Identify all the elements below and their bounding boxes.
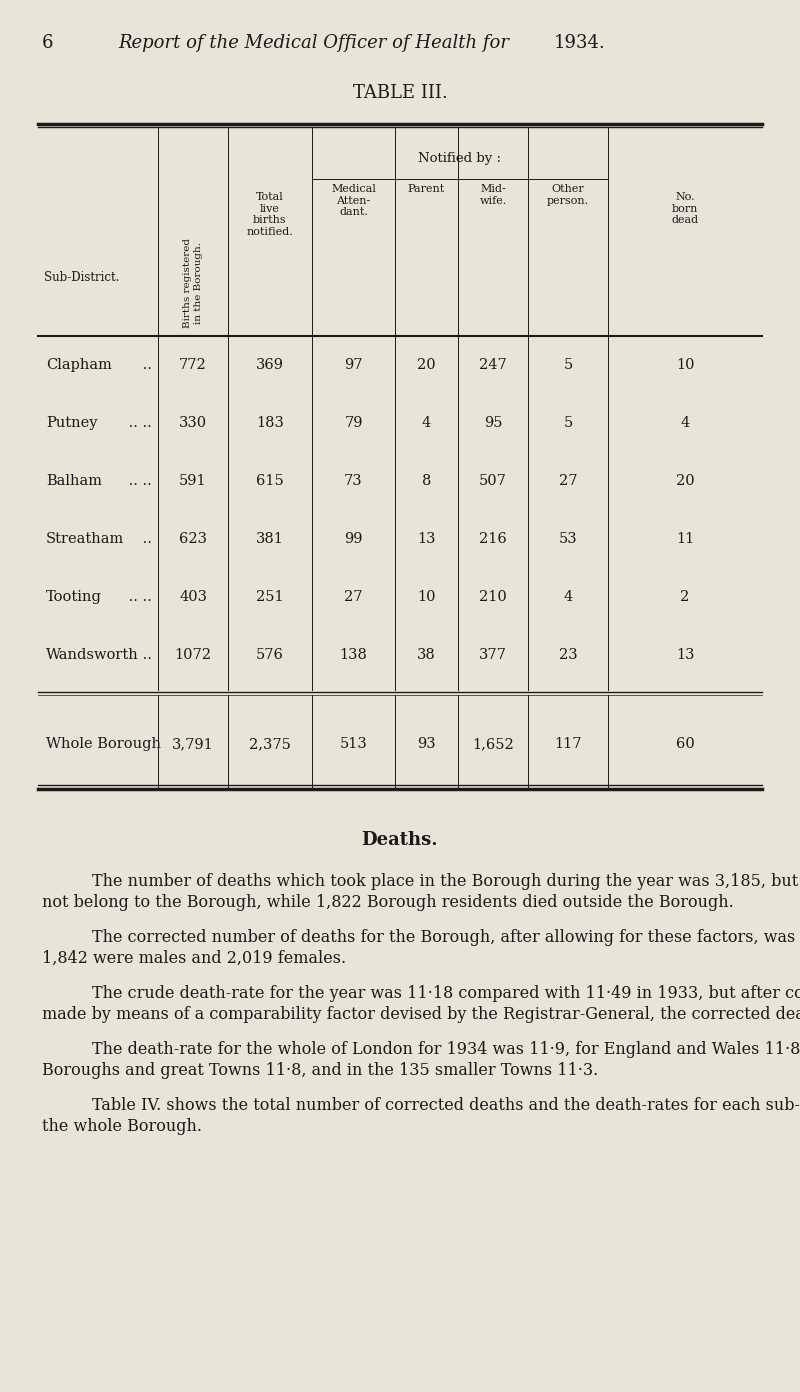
Text: .. ..: .. .. [124, 590, 152, 604]
Text: Balham: Balham [46, 475, 102, 489]
Text: 3,791: 3,791 [172, 736, 214, 752]
Text: 27: 27 [344, 590, 362, 604]
Text: 507: 507 [479, 475, 507, 489]
Text: Births registered
in the Borough.: Births registered in the Borough. [183, 238, 202, 329]
Text: 615: 615 [256, 475, 284, 489]
Text: 330: 330 [179, 416, 207, 430]
Text: The crude death-rate for the year was 11·18 compared with 11·49 in 1933, but aft: The crude death-rate for the year was 11… [92, 986, 800, 1002]
Text: 403: 403 [179, 590, 207, 604]
Text: 10: 10 [676, 358, 694, 372]
Text: Report of the Medical Officer of Health for: Report of the Medical Officer of Health … [118, 33, 514, 52]
Text: 381: 381 [256, 532, 284, 546]
Text: The corrected number of deaths for the Borough, after allowing for these factors: The corrected number of deaths for the B… [92, 928, 800, 947]
Text: 20: 20 [676, 475, 694, 489]
Text: Deaths.: Deaths. [362, 831, 438, 849]
Text: 13: 13 [676, 649, 694, 663]
Text: 576: 576 [256, 649, 284, 663]
Text: 216: 216 [479, 532, 507, 546]
Text: 10: 10 [418, 590, 436, 604]
Text: The death-rate for the whole of London for 1934 was 11·9, for England and Wales : The death-rate for the whole of London f… [92, 1041, 800, 1058]
Text: 93: 93 [417, 736, 436, 752]
Text: ..: .. [138, 358, 152, 372]
Text: Parent: Parent [408, 184, 445, 193]
Text: Sub-District.: Sub-District. [44, 271, 119, 284]
Text: 38: 38 [417, 649, 436, 663]
Text: 1072: 1072 [174, 649, 211, 663]
Text: 4: 4 [563, 590, 573, 604]
Text: 60: 60 [676, 736, 694, 752]
Text: Table IV. shows the total number of corrected deaths and the death-rates for eac: Table IV. shows the total number of corr… [92, 1097, 800, 1114]
Text: made by means of a comparability factor devised by the Registrar-General, the co: made by means of a comparability factor … [42, 1006, 800, 1023]
Text: ..: .. [138, 532, 152, 546]
Text: 5: 5 [563, 358, 573, 372]
Text: 251: 251 [256, 590, 284, 604]
Text: Streatham: Streatham [46, 532, 124, 546]
Text: Medical
Atten-
dant.: Medical Atten- dant. [331, 184, 376, 217]
Text: Wandsworth: Wandsworth [46, 649, 138, 663]
Text: 183: 183 [256, 416, 284, 430]
Text: 2,375: 2,375 [249, 736, 291, 752]
Text: 1,652: 1,652 [472, 736, 514, 752]
Text: Boroughs and great Towns 11·8, and in the 135 smaller Towns 11·3.: Boroughs and great Towns 11·8, and in th… [42, 1062, 598, 1079]
Text: 4: 4 [422, 416, 431, 430]
Text: 79: 79 [344, 416, 362, 430]
Text: 138: 138 [339, 649, 367, 663]
Text: Notified by :: Notified by : [418, 152, 502, 166]
Text: Clapham: Clapham [46, 358, 112, 372]
Text: .. ..: .. .. [124, 416, 152, 430]
Text: 1,842 were males and 2,019 females.: 1,842 were males and 2,019 females. [42, 949, 346, 967]
Text: 369: 369 [256, 358, 284, 372]
Text: Tooting: Tooting [46, 590, 102, 604]
Text: 6: 6 [42, 33, 54, 52]
Text: ..: .. [138, 649, 152, 663]
Text: 623: 623 [179, 532, 207, 546]
Text: Total
live
births
notified.: Total live births notified. [246, 192, 294, 237]
Text: 53: 53 [558, 532, 578, 546]
Text: 95: 95 [484, 416, 502, 430]
Text: 2: 2 [680, 590, 690, 604]
Text: 20: 20 [417, 358, 436, 372]
Text: 23: 23 [558, 649, 578, 663]
Text: 591: 591 [179, 475, 207, 489]
Text: 27: 27 [558, 475, 578, 489]
Text: 513: 513 [340, 736, 367, 752]
Text: the whole Borough.: the whole Borough. [42, 1118, 202, 1134]
Text: 5: 5 [563, 416, 573, 430]
Text: 73: 73 [344, 475, 363, 489]
Text: 1934.: 1934. [554, 33, 606, 52]
Text: Other
person.: Other person. [547, 184, 589, 206]
Text: Mid-
wife.: Mid- wife. [479, 184, 506, 206]
Text: 117: 117 [554, 736, 582, 752]
Text: Putney: Putney [46, 416, 98, 430]
Text: TABLE III.: TABLE III. [353, 84, 447, 102]
Text: 99: 99 [344, 532, 362, 546]
Text: The number of deaths which took place in the Borough during the year was 3,185, : The number of deaths which took place in… [92, 873, 800, 889]
Text: 8: 8 [422, 475, 431, 489]
Text: 247: 247 [479, 358, 507, 372]
Text: 11: 11 [676, 532, 694, 546]
Text: 97: 97 [344, 358, 362, 372]
Text: not belong to the Borough, while 1,822 Borough residents died outside the Boroug: not belong to the Borough, while 1,822 B… [42, 894, 734, 910]
Text: 13: 13 [418, 532, 436, 546]
Text: 772: 772 [179, 358, 207, 372]
Text: .. ..: .. .. [124, 475, 152, 489]
Text: Whole Borough: Whole Borough [46, 736, 161, 752]
Text: 4: 4 [680, 416, 690, 430]
Text: No.
born
dead: No. born dead [671, 192, 698, 226]
Text: 377: 377 [479, 649, 507, 663]
Text: 210: 210 [479, 590, 507, 604]
